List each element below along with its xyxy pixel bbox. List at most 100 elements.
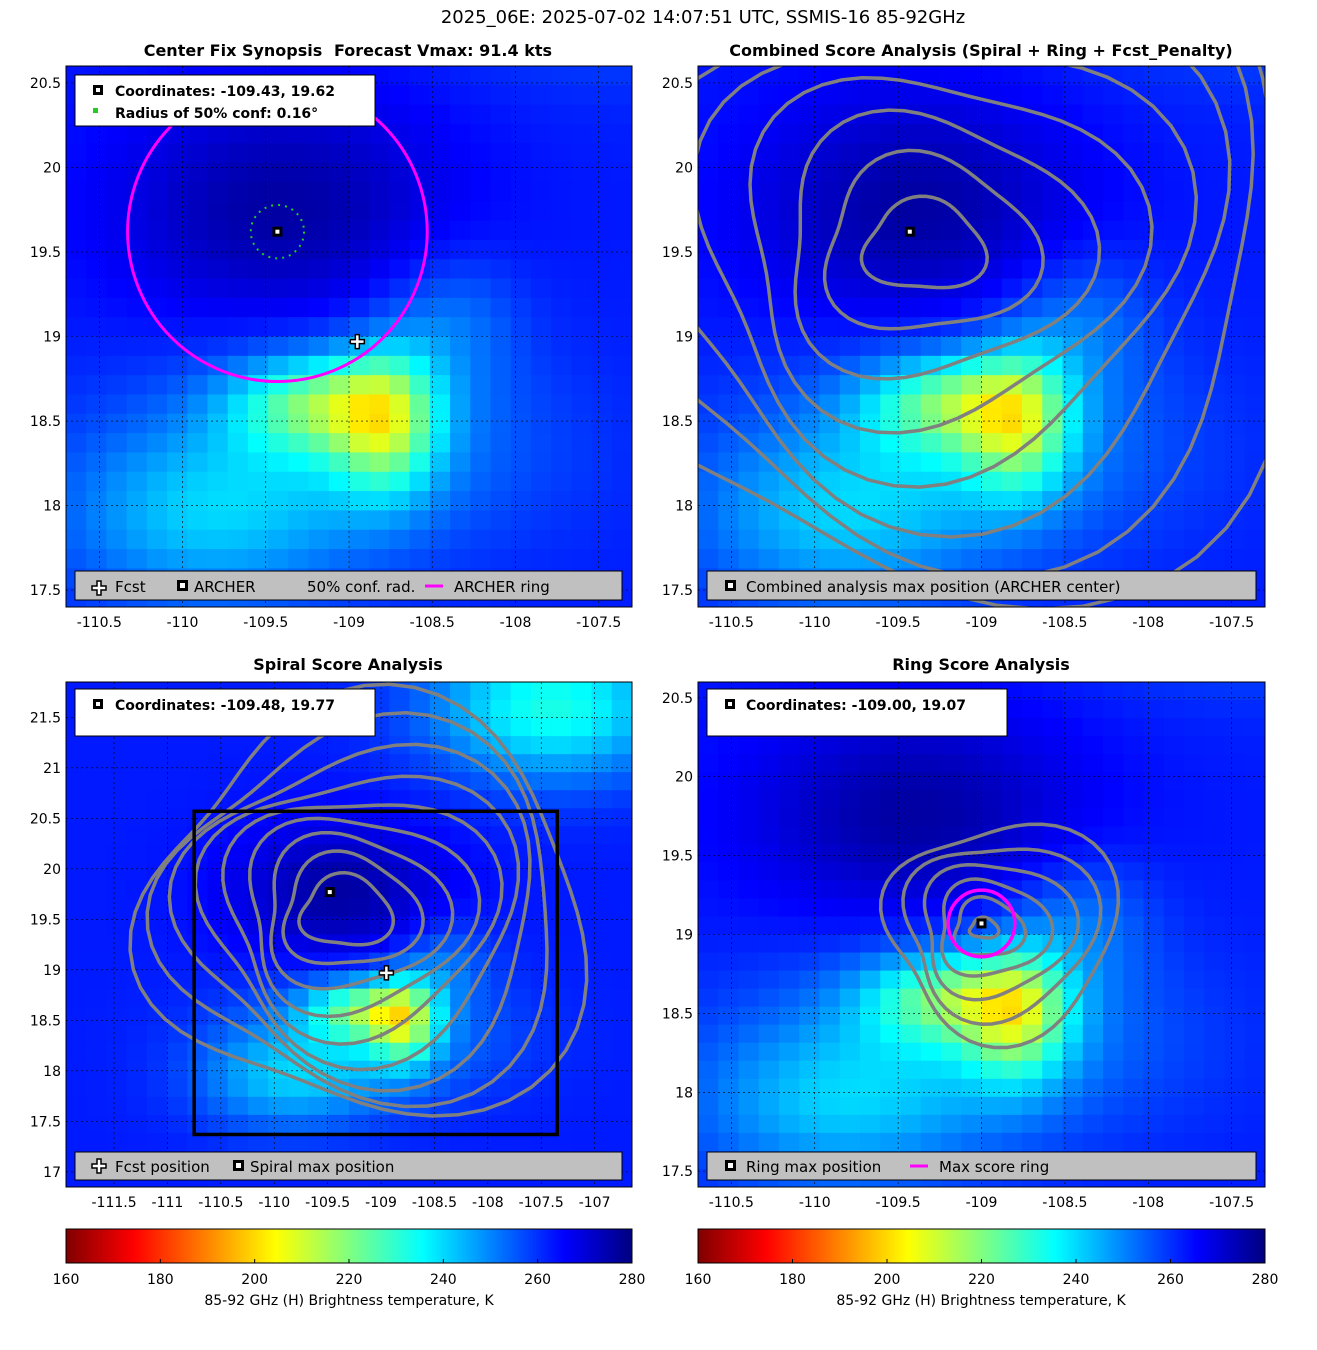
heatmap-cell: [429, 181, 451, 202]
heatmap-cell: [1123, 898, 1145, 918]
heatmap-cell: [450, 754, 471, 773]
heatmap-cell: [268, 1114, 289, 1134]
heatmap-cell: [1082, 1132, 1104, 1152]
heatmap-cell: [799, 66, 821, 86]
heatmap-cell: [1143, 66, 1165, 86]
heatmap-cell: [1062, 104, 1084, 125]
heatmap-cell: [470, 491, 492, 511]
heatmap-cell: [106, 510, 128, 531]
heatmap-cell: [450, 201, 471, 222]
heatmap-cell: [328, 143, 350, 164]
heatmap-cell: [941, 1024, 962, 1044]
heatmap-cell: [1022, 772, 1043, 791]
colorbar-right-label: 85-92 GHz (H) Brightness temperature, K: [836, 1293, 1126, 1309]
heatmap-cell: [571, 239, 593, 260]
heatmap-cell: [551, 433, 572, 454]
heatmap-cell: [146, 471, 168, 492]
heatmap-cell: [758, 1042, 780, 1062]
heatmap-cell: [551, 66, 572, 86]
heatmap-cell: [591, 394, 613, 415]
heatmap-cell: [718, 880, 740, 900]
heatmap-cell: [738, 510, 760, 531]
heatmap-cell: [1082, 162, 1104, 183]
heatmap-cell: [839, 1078, 861, 1098]
heatmap-cell: [900, 1132, 922, 1152]
heatmap-cell: [1103, 718, 1124, 737]
heatmap-cell: [429, 529, 451, 550]
heatmap-cell: [860, 491, 881, 511]
heatmap-cell: [941, 1006, 962, 1026]
heatmap-cell: [1244, 790, 1265, 809]
heatmap-cell: [819, 317, 841, 338]
heatmap-cell: [86, 772, 108, 791]
heatmap-cell: [288, 201, 310, 222]
heatmap-cell: [900, 297, 922, 318]
heatmap-cell: [779, 1060, 800, 1080]
heatmap-cell: [839, 452, 861, 473]
heatmap-cell: [409, 718, 431, 737]
heatmap-cell: [167, 1078, 188, 1098]
heatmap-cell: [106, 259, 128, 280]
heatmap-cell: [1123, 317, 1145, 338]
heatmap-cell: [1143, 336, 1165, 357]
heatmap-cell: [920, 433, 942, 454]
heatmap-cell: [611, 510, 632, 531]
heatmap-cell: [167, 471, 188, 492]
heatmap-cell: [450, 85, 471, 106]
heatmap-cell: [146, 1132, 168, 1152]
heatmap-cell: [900, 736, 922, 755]
heatmap-cell: [268, 736, 289, 755]
heatmap-cell: [268, 510, 289, 531]
heatmap-cell: [106, 491, 128, 511]
heatmap-cell: [1103, 394, 1124, 415]
heatmap-cell: [1062, 1042, 1084, 1062]
heatmap-cell: [510, 988, 532, 1008]
heatmap-cell: [1143, 934, 1165, 954]
x-tick-label: -111: [152, 1195, 184, 1211]
heatmap-cell: [900, 162, 922, 183]
heatmap-cell: [1062, 433, 1084, 454]
heatmap-cell: [328, 336, 350, 357]
heatmap-cell: [1163, 220, 1185, 241]
heatmap-cell: [900, 862, 922, 881]
heatmap-cell: [1204, 754, 1226, 773]
heatmap-cell: [288, 880, 310, 900]
heatmap-cell: [1244, 1060, 1265, 1080]
heatmap-cell: [611, 1060, 632, 1080]
panel3-plot-area: [66, 682, 632, 1187]
panel2-legend-label: Combined analysis max position (ARCHER c…: [746, 578, 1120, 596]
heatmap-cell: [86, 880, 108, 900]
heatmap-cell: [167, 201, 188, 222]
heatmap-cell: [409, 529, 431, 550]
heatmap-cell: [369, 394, 391, 415]
heatmap-cell: [779, 916, 800, 936]
heatmap-cell: [227, 736, 249, 755]
heatmap-cell: [1224, 970, 1246, 990]
heatmap-cell: [450, 549, 471, 569]
heatmap-cell: [1204, 934, 1226, 954]
heatmap-cell: [227, 239, 249, 260]
heatmap-cell: [880, 1024, 902, 1044]
heatmap-cell: [1143, 952, 1165, 972]
y-tick-label: 19: [675, 928, 693, 944]
heatmap-cell: [146, 162, 168, 183]
heatmap-cell: [1143, 510, 1165, 531]
heatmap-cell: [839, 1006, 861, 1026]
heatmap-cell: [429, 718, 451, 737]
heatmap-cell: [819, 862, 841, 881]
heatmap-cell: [880, 1006, 902, 1026]
heatmap-cell: [247, 510, 269, 531]
heatmap-cell: [1224, 862, 1246, 881]
heatmap-cell: [409, 85, 431, 106]
heatmap-cell: [1224, 471, 1246, 492]
heatmap-cell: [611, 718, 632, 737]
heatmap-cell: [779, 898, 800, 918]
heatmap-cell: [1244, 1006, 1265, 1026]
y-tick-label: 18.5: [662, 414, 693, 430]
heatmap-cell: [819, 772, 841, 791]
heatmap-cell: [66, 529, 87, 550]
heatmap-cell: [799, 394, 821, 415]
heatmap-cell: [1082, 452, 1104, 473]
heatmap-cell: [860, 85, 881, 106]
heatmap-cell: [146, 754, 168, 773]
